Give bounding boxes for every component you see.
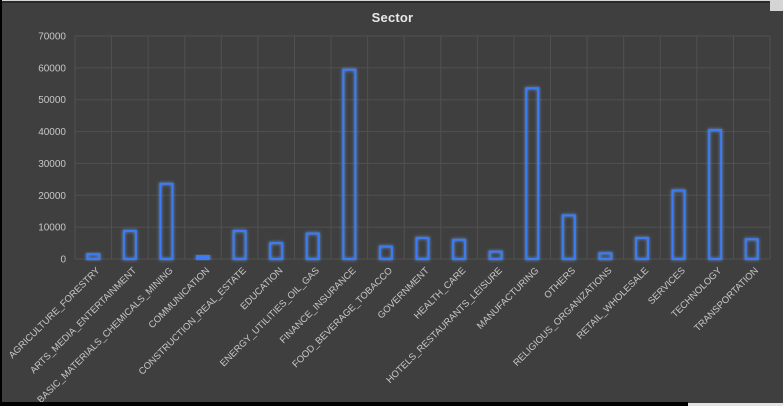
bar[interactable]	[342, 68, 357, 260]
bar[interactable]	[232, 229, 247, 260]
y-axis-label: 10000	[38, 223, 66, 234]
y-axis-label: 20000	[38, 191, 66, 202]
bottom-edge-dark	[0, 402, 688, 406]
bar[interactable]	[708, 128, 723, 260]
x-axis-label: MANUFACTURING	[475, 265, 541, 331]
bar[interactable]	[415, 236, 430, 261]
bar[interactable]	[378, 245, 393, 260]
x-axis-label: COMMUNICATION	[147, 265, 213, 331]
x-axis-label: OTHERS	[542, 265, 578, 301]
chart-title: Sector	[371, 10, 414, 25]
bottom-edge-light	[688, 403, 783, 406]
bar[interactable]	[86, 253, 101, 261]
y-axis-label: 60000	[38, 63, 66, 74]
y-axis-label: 70000	[38, 32, 66, 43]
x-axis-label: BASIC_MATERIALS_CHEMICALS_MINING	[35, 265, 175, 402]
x-axis-label: RETAIL_WHOLESALE	[575, 265, 651, 341]
bar[interactable]	[634, 236, 649, 261]
bar[interactable]	[196, 255, 211, 261]
bar[interactable]	[488, 250, 503, 260]
y-axis-label: 30000	[38, 159, 66, 170]
bar[interactable]	[744, 238, 759, 260]
bar[interactable]	[671, 189, 686, 260]
y-axis-label: 40000	[38, 127, 66, 138]
bar[interactable]	[159, 182, 174, 260]
bar[interactable]	[452, 238, 467, 260]
bar[interactable]	[269, 242, 284, 260]
bar[interactable]	[305, 232, 320, 260]
bar[interactable]	[561, 214, 576, 260]
window-corner-decoration	[770, 1, 783, 11]
y-axis-label: 0	[60, 255, 66, 266]
bar[interactable]	[598, 252, 613, 261]
bar[interactable]	[525, 87, 540, 260]
bar[interactable]	[122, 229, 137, 260]
x-axis-label: TRANSPORTATION	[692, 265, 761, 334]
y-axis-label: 50000	[38, 95, 66, 106]
